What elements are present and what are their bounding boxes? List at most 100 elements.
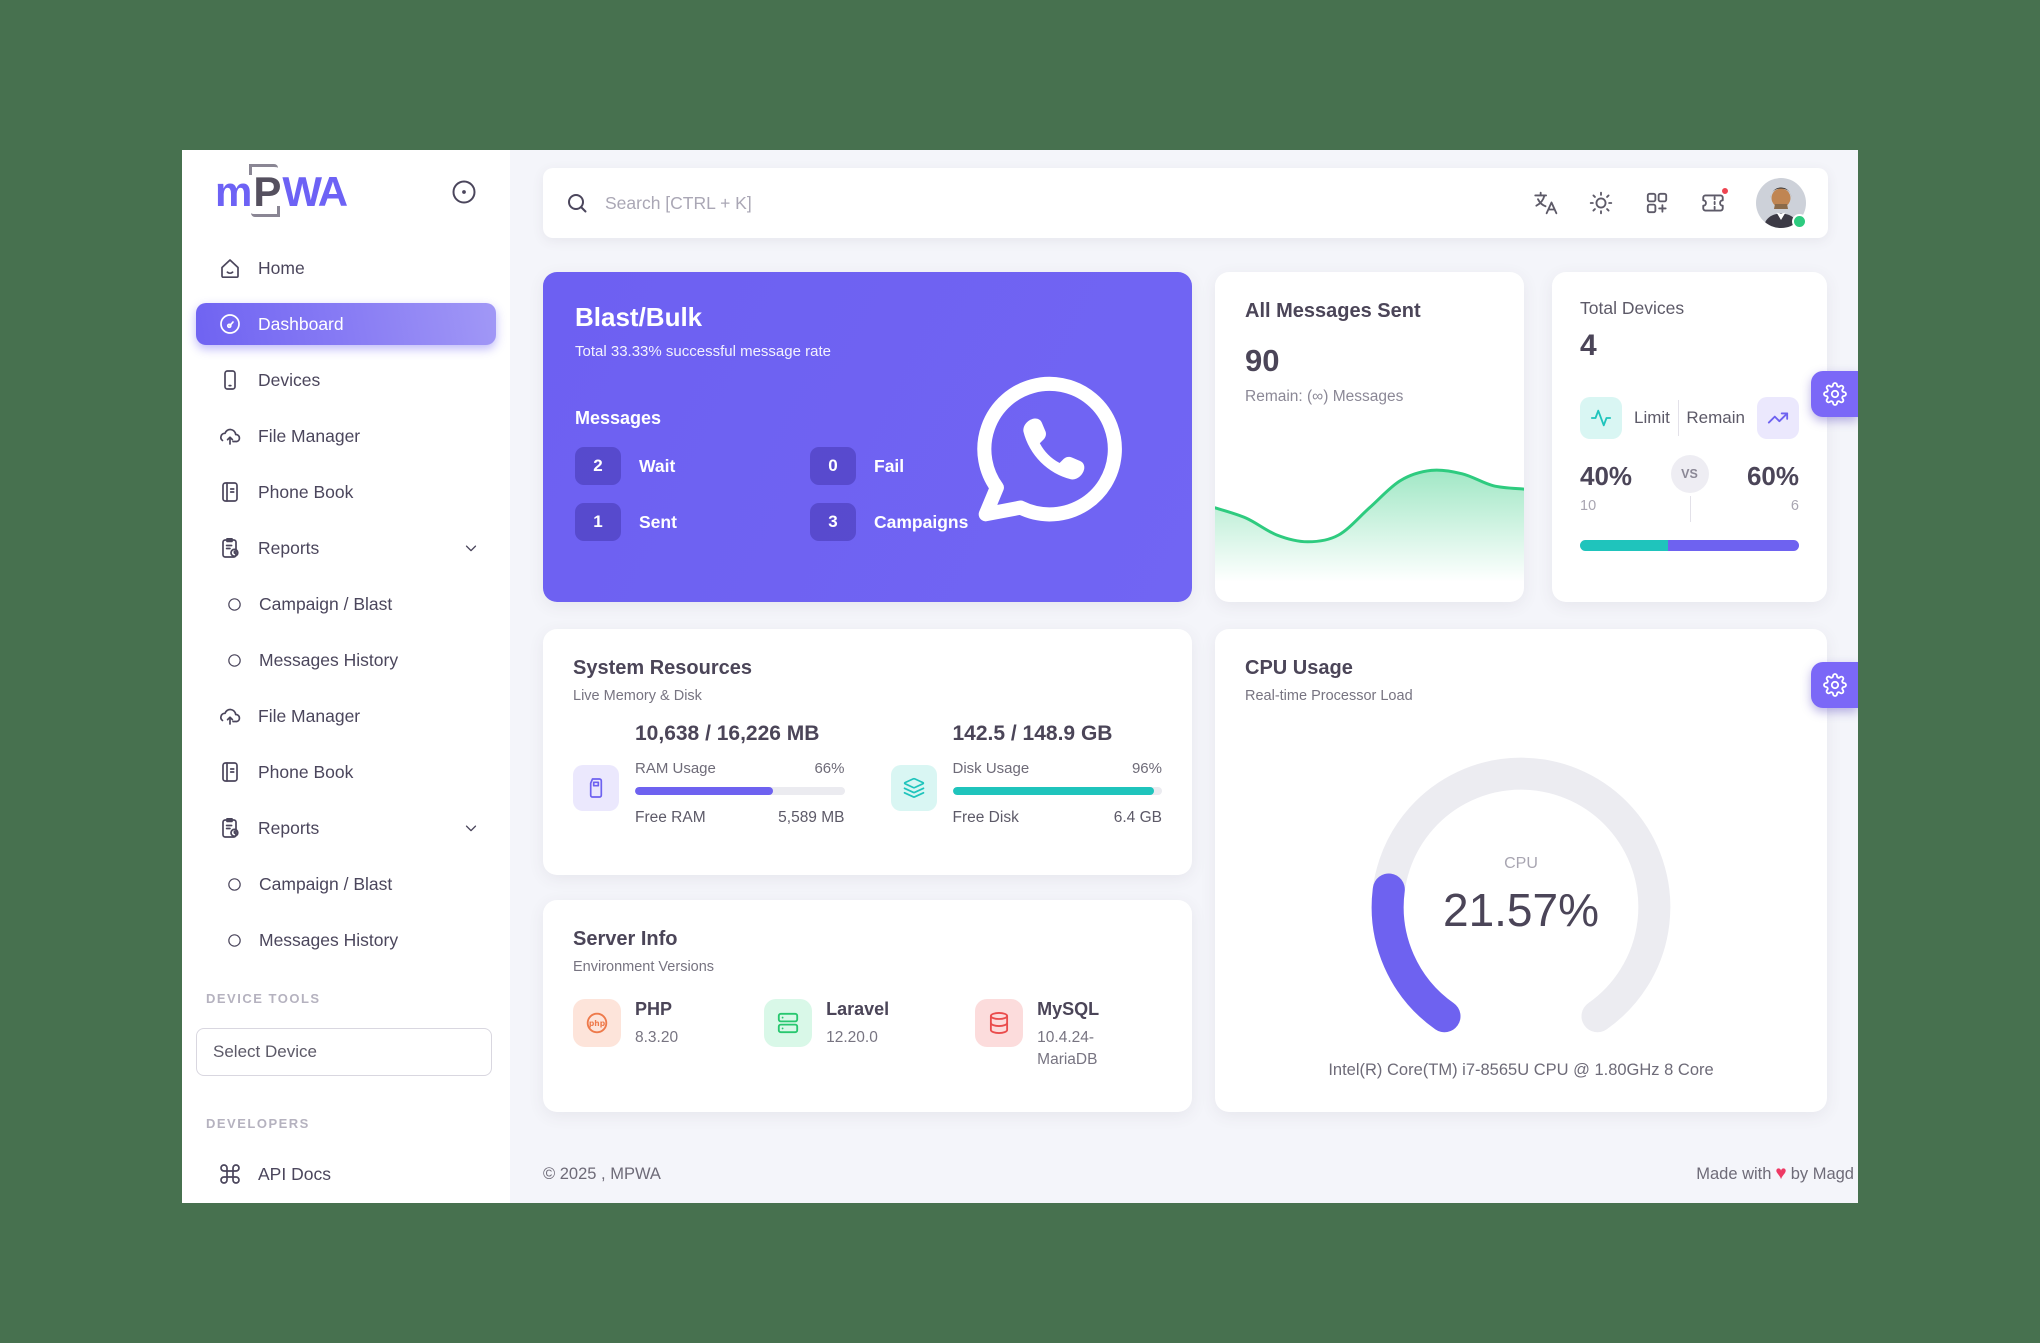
search-bar[interactable]: [565, 191, 1532, 215]
sidebar-item-messages-history[interactable]: Messages History: [196, 639, 496, 681]
sidebar-item-label: Home: [258, 257, 305, 278]
sidebar-item-file-manager-2[interactable]: File Manager: [196, 695, 496, 737]
sidebar-item-reports-2[interactable]: Reports: [196, 807, 496, 849]
settings-gear-button-2[interactable]: [1811, 662, 1858, 708]
ram-bar-fill: [635, 787, 774, 795]
section-device-tools: DEVICE TOOLS: [206, 991, 321, 1006]
system-resources-card: System Resources Live Memory & Disk 10,6…: [543, 629, 1192, 875]
select-device-dropdown[interactable]: Select Device: [196, 1028, 492, 1076]
svg-text:php: php: [589, 1019, 606, 1028]
sidebar-item-campaign-blast-2[interactable]: Campaign / Blast: [196, 863, 496, 905]
ticket-icon[interactable]: [1700, 186, 1730, 216]
online-status-dot: [1792, 214, 1807, 229]
whatsapp-icon: [962, 360, 1140, 538]
memory-card-icon: [573, 764, 619, 811]
sidebar-item-label: Devices: [258, 369, 321, 390]
translate-icon[interactable]: [1532, 190, 1558, 216]
limit-bar-segment: [1580, 540, 1668, 551]
blast-stat-campaigns: 3 Campaigns: [810, 503, 1045, 541]
system-resources-subtitle: Live Memory & Disk: [573, 688, 702, 704]
cpu-gauge-value: [1371, 873, 1461, 1033]
select-device-value: Select Device: [213, 1042, 317, 1061]
logo-part-m: m: [215, 168, 252, 215]
sidebar-item-messages-history-2[interactable]: Messages History: [196, 919, 496, 961]
stat-badge: 1: [575, 503, 621, 541]
sidebar-item-label: Dashboard: [258, 313, 344, 334]
settings-gear-button[interactable]: [1811, 371, 1858, 417]
blast-stat-fail: 0 Fail: [810, 447, 1045, 485]
chevron-down-icon: [462, 819, 480, 837]
total-devices-card: Total Devices 4 Limit Remain 40% VS 60% …: [1552, 272, 1827, 602]
free-ram-value: 5,589 MB: [778, 809, 845, 826]
cpu-subtitle: Real-time Processor Load: [1245, 688, 1413, 704]
all-messages-sent-card: All Messages Sent 90 Remain: (∞) Message…: [1215, 272, 1524, 602]
remain-label: Remain: [1686, 408, 1745, 427]
gauge-value: 21.57%: [1442, 884, 1599, 936]
sidebar-toggle-icon[interactable]: [450, 178, 478, 206]
sidebar-item-label: Reports: [258, 817, 320, 838]
brand-logo[interactable]: mPWA: [215, 168, 477, 216]
limit-label: Limit: [1634, 408, 1670, 427]
sidebar: mPWA Home Dashboard Devices File Manager: [182, 150, 510, 1203]
sun-icon[interactable]: [1588, 190, 1614, 216]
sidebar-item-campaign-blast[interactable]: Campaign / Blast: [196, 583, 496, 625]
stat-badge: 2: [575, 447, 621, 485]
messages-sent-count: 90: [1245, 343, 1280, 378]
command-icon: [218, 1162, 242, 1186]
limit-value: 10: [1580, 498, 1597, 514]
divider: [1677, 400, 1679, 436]
search-input[interactable]: [605, 192, 1186, 214]
gauge-center-labels: CPU 21.57%: [1361, 855, 1681, 937]
server-info-title: Server Info: [573, 928, 678, 950]
laravel-item: Laravel 12.20.0: [764, 999, 889, 1072]
grid-plus-icon[interactable]: [1644, 190, 1670, 216]
report-icon: [218, 536, 242, 560]
blast-subtitle: Total 33.33% successful message rate: [575, 343, 831, 360]
copyright-text: © 2025 , MPWA: [543, 1164, 661, 1183]
messages-sparkline-chart: [1215, 468, 1524, 602]
database-icon: [975, 999, 1024, 1047]
cpu-usage-card: CPU Usage Real-time Processor Load CPU 2…: [1215, 629, 1827, 1112]
stat-badge: 0: [810, 447, 856, 485]
sidebar-item-api-docs[interactable]: API Docs: [196, 1153, 496, 1195]
cpu-model-text: Intel(R) Core(TM) i7-8565U CPU @ 1.80GHz…: [1328, 1061, 1714, 1079]
messages-remain: Remain: (∞) Messages: [1245, 388, 1404, 405]
cloud-upload-icon: [218, 424, 242, 448]
sidebar-item-label: Phone Book: [258, 481, 354, 502]
stat-label: Campaigns: [874, 511, 969, 532]
stat-label: Sent: [639, 511, 677, 532]
total-devices-title: Total Devices: [1580, 298, 1685, 318]
credit-text: Made with ♥ by Magd: [1696, 1163, 1854, 1185]
sidebar-item-phone-book[interactable]: Phone Book: [196, 471, 496, 513]
sidebar-item-phone-book-2[interactable]: Phone Book: [196, 751, 496, 793]
sidebar-item-label: Messages History: [259, 649, 399, 670]
sidebar-item-home[interactable]: Home: [196, 247, 496, 289]
activity-icon: [1580, 397, 1622, 439]
app-window: mPWA Home Dashboard Devices File Manager: [182, 150, 1858, 1203]
topbar: [543, 168, 1828, 238]
divider: [1689, 496, 1691, 522]
sidebar-item-devices[interactable]: Devices: [196, 359, 496, 401]
mysql-version: 10.4.24-MariaDB: [1037, 1029, 1098, 1069]
made-with-text: Made with: [1696, 1165, 1772, 1183]
free-disk-value: 6.4 GB: [1113, 809, 1162, 826]
remain-percent: 60%: [1746, 461, 1799, 491]
home-icon: [218, 256, 242, 280]
raw-values-row: 10 6: [1580, 496, 1799, 522]
phone-book-icon: [218, 480, 242, 504]
ram-header: 10,638 / 16,226 MB: [635, 722, 820, 745]
cpu-gauge-chart: CPU 21.57%: [1361, 747, 1681, 1067]
sidebar-item-file-manager[interactable]: File Manager: [196, 415, 496, 457]
free-disk-label: Free Disk: [952, 809, 1019, 826]
layers-icon: [890, 764, 937, 811]
messages-spark-line: [1215, 468, 1524, 544]
disk-usage-percent: 96%: [1131, 760, 1162, 777]
total-devices-count: 4: [1580, 329, 1597, 362]
user-avatar[interactable]: [1756, 178, 1807, 229]
blast-messages-label: Messages: [575, 408, 662, 428]
notification-dot: [1720, 186, 1730, 196]
sidebar-item-reports[interactable]: Reports: [196, 527, 496, 569]
logo-part-p: P: [250, 168, 282, 215]
php-version: 8.3.20: [635, 1029, 679, 1046]
sidebar-item-dashboard[interactable]: Dashboard: [196, 303, 496, 345]
